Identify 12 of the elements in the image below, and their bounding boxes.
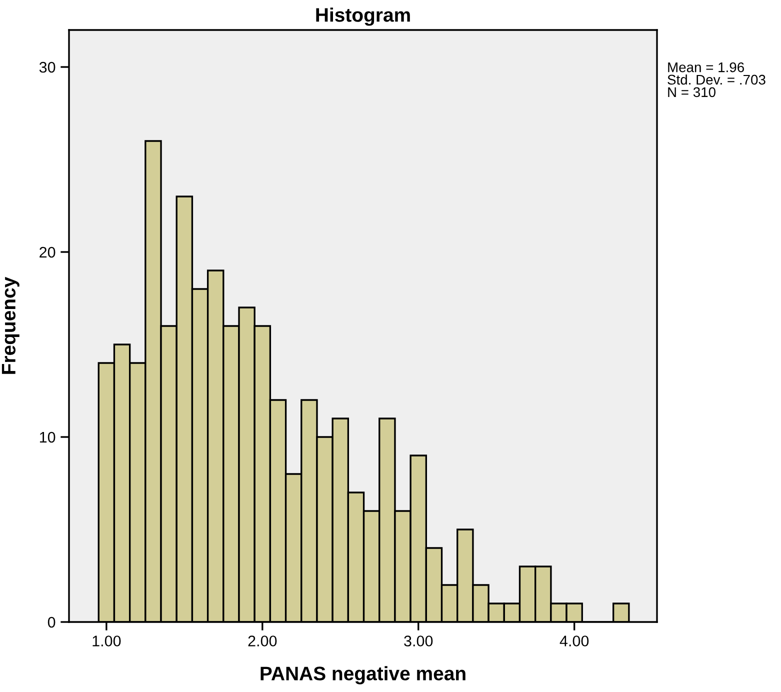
x-tick-label: 3.00 <box>404 636 433 646</box>
y-tick-label: 0 <box>48 616 56 628</box>
x-tick-label: 2.00 <box>248 636 277 646</box>
y-tick-label: 20 <box>40 246 56 258</box>
x-axis-title: PANAS negative mean <box>260 666 466 684</box>
x-tick-label: 4.00 <box>560 636 589 646</box>
y-tick-label: 30 <box>39 62 56 73</box>
chart-title: Histogram <box>316 8 410 26</box>
x-tick-label: 1.00 <box>92 636 121 646</box>
y-tick-label: 10 <box>40 432 56 443</box>
y-axis-title: Frequency <box>2 276 20 374</box>
text: Mean = 1.96 Std. Dev. = .703 N = 310 <box>668 62 766 98</box>
